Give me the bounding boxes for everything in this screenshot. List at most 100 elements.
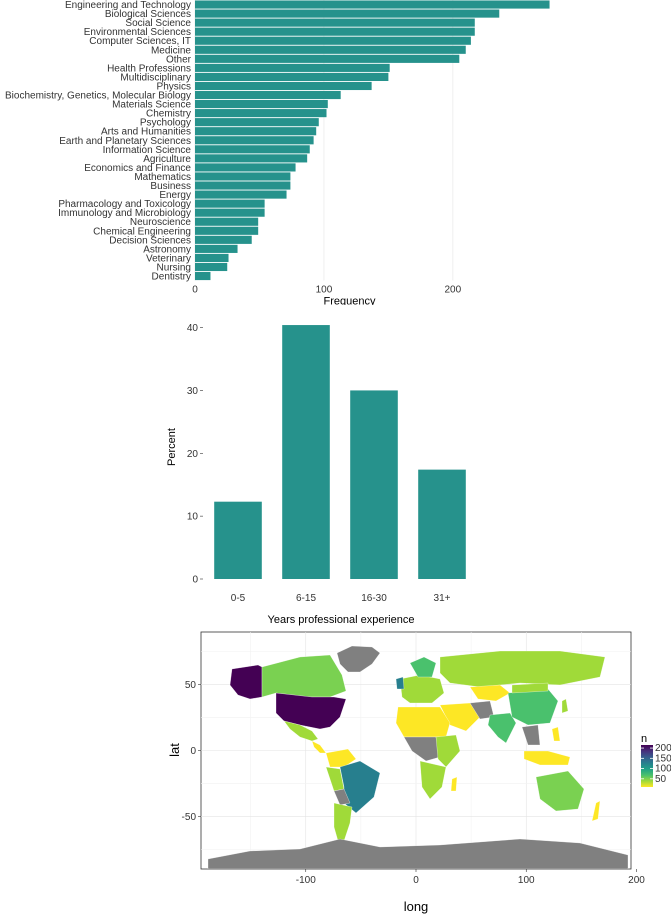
experience-bar — [282, 325, 330, 579]
freq-category-label: Environmental Sciences — [84, 27, 191, 38]
freq-bar — [195, 54, 460, 63]
map-y-axis-title: lat — [167, 743, 182, 757]
freq-category-label: Computer Sciences, IT — [89, 36, 191, 47]
mexico-region — [283, 720, 319, 742]
freq-bar — [195, 244, 238, 253]
map-y-tick-label: 0 — [190, 746, 196, 757]
colombia-venezuela-region — [325, 748, 357, 768]
experience-x-tick-label: 31+ — [434, 593, 451, 604]
new-zealand-region — [591, 800, 601, 822]
experience-bar — [350, 390, 398, 579]
freq-bar — [195, 100, 328, 109]
map-x-tick-label: 100 — [518, 875, 535, 886]
experience-x-tick-label: 6-15 — [296, 593, 316, 604]
freq-bar — [195, 45, 466, 54]
experience-y-tick-label: 30 — [187, 386, 199, 397]
map-x-axis-title: long — [404, 899, 429, 914]
freq-category-label: Medicine — [151, 45, 191, 56]
freq-x-tick-label: 100 — [316, 285, 333, 296]
freq-bar — [195, 271, 211, 281]
madagascar-region — [450, 776, 458, 792]
freq-bar — [195, 190, 287, 199]
freq-category-label: Psychology — [140, 118, 191, 129]
experience-y-axis-title: Percent — [166, 428, 178, 466]
freq-category-label: Neuroscience — [130, 217, 192, 228]
experience-x-tick-label: 16-30 — [361, 593, 387, 604]
freq-bar — [195, 172, 291, 181]
freq-category-label: Social Science — [125, 18, 191, 29]
map-land — [207, 645, 629, 869]
greenland-region — [336, 645, 381, 673]
freq-category-label: Mathematics — [134, 172, 191, 183]
freq-bar — [195, 72, 389, 81]
freq-bar — [195, 226, 259, 235]
freq-category-label: Pharmacology and Toxicology — [58, 199, 191, 210]
legend-tick-label: 150 — [655, 753, 671, 764]
freq-bar — [195, 90, 341, 100]
legend-tick-label: 50 — [655, 774, 667, 785]
freq-category-label: Physics — [157, 81, 191, 92]
russia-region — [439, 650, 606, 688]
freq-bar — [195, 262, 228, 272]
freq-bar — [195, 27, 475, 36]
freq-bar — [195, 127, 317, 136]
freq-category-label: Veterinary — [146, 253, 191, 264]
freq-bar — [195, 235, 252, 244]
scandinavia-region — [409, 656, 437, 678]
freq-bar — [195, 9, 500, 18]
legend-tick-label: 100 — [655, 764, 671, 775]
freq-category-label: Health Professions — [107, 63, 191, 74]
freq-category-label: Biological Sciences — [105, 9, 191, 20]
freq-category-label: Immunology and Microbiology — [58, 208, 191, 219]
map-x-tick-label: 0 — [413, 875, 419, 886]
freq-bar — [195, 36, 471, 45]
uk-region — [395, 676, 405, 690]
freq-bar — [195, 81, 372, 91]
freq-category-label: Energy — [159, 190, 191, 201]
experience-x-tick-label: 0-5 — [231, 593, 246, 604]
freq-bar — [195, 136, 314, 145]
freq-category-label: Multidisciplinary — [120, 72, 191, 83]
freq-x-axis-title: Frequency — [324, 296, 376, 305]
freq-category-label: Chemistry — [146, 109, 191, 120]
freq-x-tick-label: 0 — [192, 285, 198, 296]
freq-category-label: Engineering and Technology — [65, 0, 191, 11]
experience-y-tick-label: 0 — [192, 575, 198, 586]
freq-category-label: Agriculture — [143, 154, 191, 165]
map-y-tick-label: -50 — [182, 812, 197, 823]
experience-y-tick-label: 20 — [187, 449, 199, 460]
central-asia-region — [469, 684, 511, 702]
freq-bar — [195, 63, 390, 72]
east-africa-region — [435, 734, 461, 768]
freq-category-label: Materials Science — [112, 100, 191, 111]
canada-region — [261, 654, 347, 698]
central-america-region — [311, 740, 327, 754]
japan-region — [561, 698, 569, 714]
indonesia-region — [523, 750, 571, 766]
mongolia-region — [511, 682, 549, 694]
map-y-tick-label: 50 — [185, 680, 197, 691]
freq-category-label: Economics and Finance — [84, 163, 191, 174]
legend-title: n — [641, 733, 647, 745]
freq-bar — [195, 109, 327, 118]
freq-category-label: Information Science — [103, 145, 192, 156]
experience-y-tick-label: 40 — [187, 323, 199, 334]
freq-category-label: Business — [150, 181, 191, 192]
experience-y-tick-label: 10 — [187, 512, 199, 523]
freq-category-label: Chemical Engineering — [93, 226, 191, 237]
legend-tick-label: 200 — [655, 743, 671, 754]
freq-category-label: Biochemistry, Genetics, Molecular Biolog… — [5, 91, 191, 102]
north-africa-region — [395, 706, 451, 738]
west-central-africa-region — [403, 736, 441, 762]
freq-x-tick-label: 200 — [445, 285, 462, 296]
map-x-tick-label: -100 — [296, 875, 316, 886]
freq-bar — [195, 199, 265, 208]
experience-bar — [418, 469, 466, 579]
freq-bar — [195, 208, 265, 217]
map-x-tick-label: 200 — [628, 875, 645, 886]
freq-bar — [195, 253, 229, 262]
experience-x-axis-title: Years professional experience — [268, 614, 415, 626]
